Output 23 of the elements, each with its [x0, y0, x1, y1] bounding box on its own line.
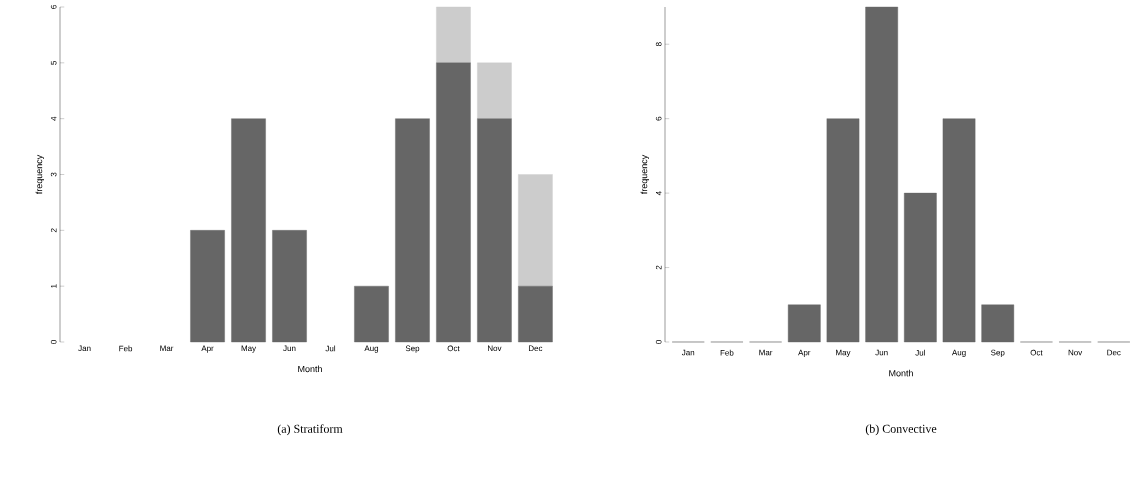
bar: [354, 285, 389, 343]
bar: [272, 230, 307, 343]
bar: [477, 118, 512, 343]
bar: [865, 6, 898, 343]
bar: [787, 304, 821, 343]
bar: [436, 62, 471, 343]
bar: [981, 304, 1015, 343]
bar: [518, 174, 553, 287]
bar: [190, 230, 225, 343]
bar: [477, 62, 512, 119]
bar: [231, 118, 266, 343]
bar: [518, 285, 553, 343]
bar: [826, 118, 860, 343]
x-axis-title: Month: [889, 369, 913, 377]
bar: [942, 118, 976, 343]
bar: [904, 192, 937, 343]
y-axis-title: frequency: [640, 154, 649, 195]
bar: [436, 6, 471, 64]
text: (a) Stratiform: [277, 424, 343, 436]
text: (b) Convective: [865, 424, 937, 436]
bar: [395, 118, 430, 343]
y-axis-title: frequency: [35, 154, 44, 195]
x-axis-title: Month: [298, 365, 322, 373]
